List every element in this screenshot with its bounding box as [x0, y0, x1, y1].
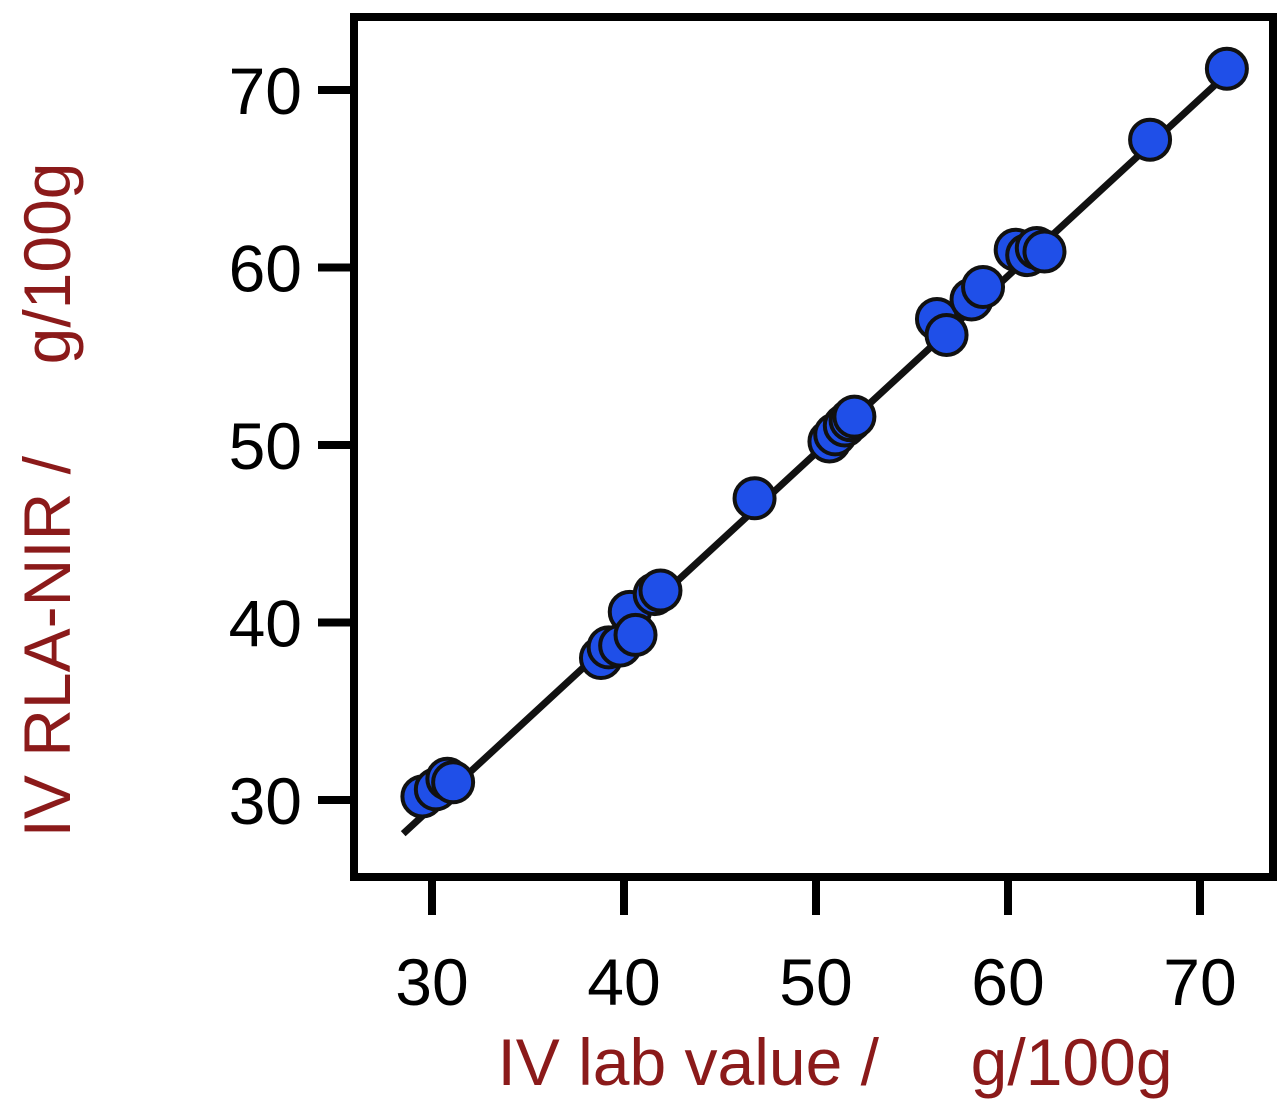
- y-tick-label: 30: [229, 764, 302, 838]
- y-tick-label: 70: [229, 54, 302, 128]
- y-axis-title: IV RLA-NIR / g/100g: [10, 163, 84, 838]
- y-axis: 30 40 50 60 70: [229, 54, 354, 838]
- x-axis-title: IV lab value / g/100g: [497, 1025, 1172, 1099]
- points-layer: [400, 46, 1249, 819]
- data-point: [431, 760, 476, 805]
- data-point: [1204, 46, 1249, 91]
- y-tick-label: 40: [229, 587, 302, 661]
- x-tick-label: 40: [587, 945, 660, 1019]
- data-point: [613, 612, 658, 657]
- y-tick-label: 60: [229, 232, 302, 306]
- data-point: [638, 568, 683, 613]
- x-tick-label: 30: [395, 945, 468, 1019]
- x-tick-label: 70: [1163, 945, 1236, 1019]
- data-point: [832, 394, 877, 439]
- y-tick-label: 50: [229, 409, 302, 483]
- data-point: [961, 265, 1006, 310]
- data-point: [732, 476, 777, 521]
- data-point: [1022, 229, 1067, 274]
- x-axis: 30 40 50 60 70: [395, 877, 1237, 1019]
- x-tick-label: 50: [779, 945, 852, 1019]
- data-point: [924, 312, 969, 357]
- data-point: [1128, 117, 1173, 162]
- x-tick-label: 60: [971, 945, 1044, 1019]
